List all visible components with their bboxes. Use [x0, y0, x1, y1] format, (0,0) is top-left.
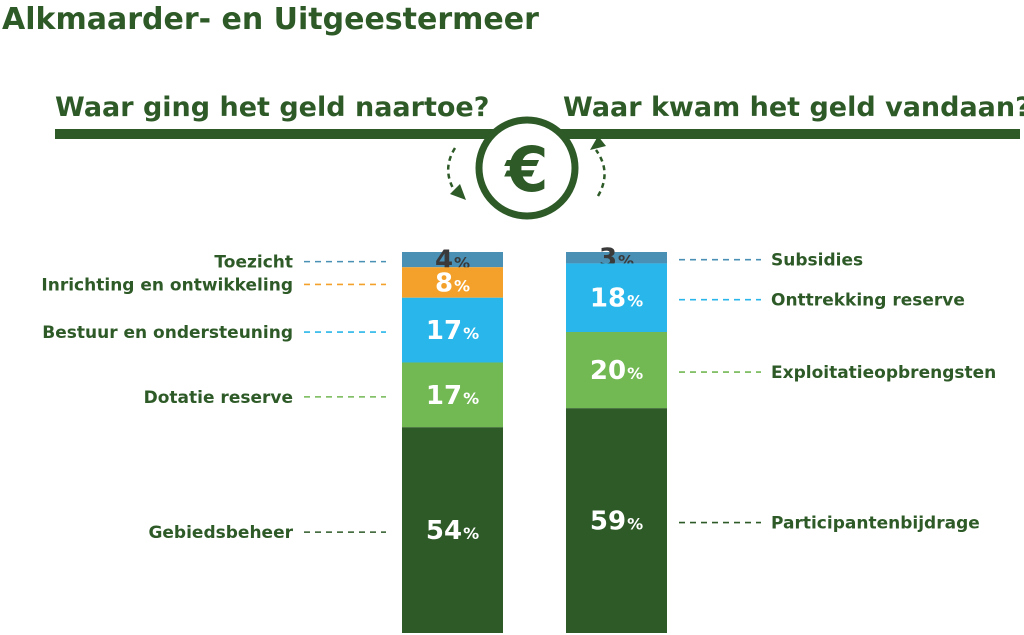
- bar-segment-right-participantenbijdrage: [566, 408, 667, 633]
- euro-icon: €: [475, 116, 579, 220]
- category-label-left-inrichting-en-ontwikkeling: Inrichting en ontwikkeling: [41, 275, 293, 295]
- data-label-right-onttrekking-reserve: 18%: [590, 284, 643, 314]
- arrow-down-left-icon: [447, 147, 466, 200]
- category-label-right-participantenbijdrage: Participantenbijdrage: [771, 514, 980, 534]
- category-label-left-toezicht: Toezicht: [214, 253, 293, 273]
- data-label-left-inrichting-en-ontwikkeling: 8%: [435, 268, 470, 298]
- data-label-left-bestuur-en-ondersteuning: 17%: [426, 316, 479, 346]
- chart-title-right: Waar kwam het geld vandaan?: [563, 92, 1024, 123]
- chart-title-left: Waar ging het geld naartoe?: [55, 92, 489, 123]
- data-label-right-exploitatieopbrengsten: 20%: [590, 356, 643, 386]
- data-label-right-participantenbijdrage: 59%: [590, 507, 643, 537]
- bar-segment-left-toezicht: [402, 252, 503, 268]
- bar-segment-left-inrichting-en-ontwikkeling: [402, 267, 503, 298]
- page-title: Alkmaarder- en Uitgeestermeer: [2, 2, 539, 37]
- bar-segment-left-bestuur-en-ondersteuning: [402, 297, 503, 363]
- bar-segment-left-dotatie-reserve: [402, 362, 503, 428]
- bar-segment-right-onttrekking-reserve: [566, 263, 667, 333]
- data-label-left-gebiedsbeheer: 54%: [426, 516, 479, 546]
- category-label-right-subsidies: Subsidies: [771, 251, 863, 271]
- bar-segment-right-subsidies: [566, 252, 667, 264]
- category-label-right-exploitatieopbrengsten: Exploitatieopbrengsten: [771, 363, 996, 383]
- data-label-left-dotatie-reserve: 17%: [426, 381, 479, 411]
- category-label-left-bestuur-en-ondersteuning: Bestuur en ondersteuning: [42, 323, 293, 343]
- bar-segment-right-exploitatieopbrengsten: [566, 332, 667, 409]
- category-label-right-onttrekking-reserve: Onttrekking reserve: [771, 291, 965, 311]
- bar-segment-left-gebiedsbeheer: [402, 427, 503, 633]
- category-label-left-gebiedsbeheer: Gebiedsbeheer: [148, 523, 293, 543]
- category-label-left-dotatie-reserve: Dotatie reserve: [144, 388, 293, 408]
- arrow-up-right-icon: [590, 136, 606, 197]
- svg-text:€: €: [503, 133, 548, 206]
